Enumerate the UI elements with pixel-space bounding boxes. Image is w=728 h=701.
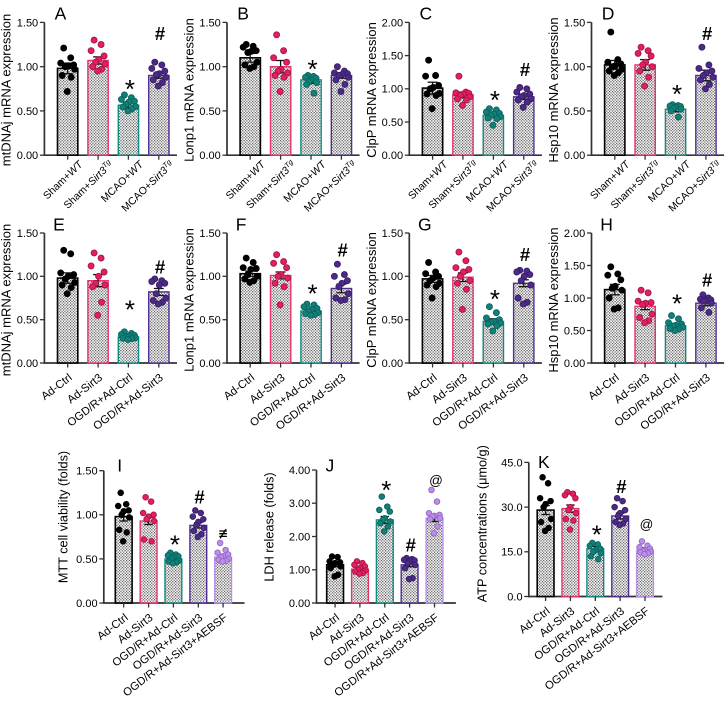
svg-text:mtDNAj mRNA expression: mtDNAj mRNA expression (0, 224, 13, 376)
svg-text:0.50: 0.50 (199, 106, 220, 118)
svg-text:*: * (490, 85, 500, 115)
svg-text:Hsp10 mRNA expression: Hsp10 mRNA expression (546, 17, 561, 162)
svg-text:*: * (592, 519, 602, 549)
svg-text:1.00: 1.00 (17, 271, 38, 283)
svg-text:#: # (194, 487, 204, 508)
svg-text:#: # (702, 270, 712, 291)
svg-text:1.00: 1.00 (564, 62, 585, 74)
svg-text:0.00: 0.00 (76, 598, 97, 610)
svg-text:G: G (418, 214, 432, 234)
svg-text:C: C (420, 4, 433, 24)
svg-text:*: * (381, 475, 391, 505)
svg-text:#: # (520, 244, 530, 265)
svg-text:0.00: 0.00 (564, 358, 585, 370)
svg-text:3.00: 3.00 (289, 498, 310, 510)
svg-text:1.00: 1.00 (382, 84, 403, 96)
svg-text:0.00: 0.00 (17, 150, 38, 162)
svg-text:0.00: 0.00 (382, 358, 403, 370)
svg-text:ATP concentrations (μmo/g): ATP concentrations (μmo/g) (475, 445, 489, 602)
svg-text:@: @ (429, 473, 443, 488)
svg-text:1.50: 1.50 (76, 466, 97, 478)
svg-text:1.50: 1.50 (382, 51, 403, 63)
svg-text:*: * (307, 279, 317, 309)
svg-text:1.50: 1.50 (17, 228, 38, 240)
svg-text:2.00: 2.00 (382, 17, 403, 29)
svg-text:1.00: 1.00 (289, 565, 310, 577)
svg-text:0.50: 0.50 (382, 315, 403, 327)
svg-text:0.50: 0.50 (199, 315, 220, 327)
svg-text:1.50: 1.50 (564, 260, 585, 272)
svg-text:1.50: 1.50 (564, 17, 585, 29)
svg-text:0.50: 0.50 (564, 325, 585, 337)
svg-text:I: I (117, 456, 122, 476)
svg-text:1.50: 1.50 (17, 17, 38, 29)
svg-text:MTT cell viability (folds): MTT cell viability (folds) (57, 451, 71, 583)
svg-text:*: * (672, 79, 682, 109)
svg-text:1.50: 1.50 (199, 228, 220, 240)
svg-text:2.00: 2.00 (564, 228, 585, 240)
svg-text:1.00: 1.00 (199, 62, 220, 74)
svg-text:#: # (702, 23, 712, 44)
svg-text:0.50: 0.50 (17, 106, 38, 118)
svg-text:F: F (236, 214, 247, 234)
svg-text:*: * (170, 529, 180, 559)
svg-text:1.00: 1.00 (199, 271, 220, 283)
svg-text:0.00: 0.00 (199, 358, 220, 370)
svg-text:1.00: 1.00 (76, 510, 97, 522)
svg-text:0.00: 0.00 (17, 358, 38, 370)
svg-text:30.0: 30.0 (501, 502, 522, 514)
svg-text:4.00: 4.00 (289, 465, 310, 477)
svg-text:1.50: 1.50 (199, 17, 220, 29)
svg-text:mtDNAj mRNA expression: mtDNAj mRNA expression (0, 14, 13, 166)
svg-text:@: @ (640, 517, 654, 532)
svg-text:1.00: 1.00 (382, 271, 403, 283)
svg-text:B: B (237, 4, 249, 24)
svg-text:0.50: 0.50 (382, 117, 403, 129)
svg-text:2.00: 2.00 (289, 531, 310, 543)
svg-text:#: # (155, 257, 165, 278)
svg-text:Lonp1 mRNA expression: Lonp1 mRNA expression (182, 18, 197, 162)
svg-text:K: K (538, 452, 550, 472)
svg-text:*: * (672, 289, 682, 319)
svg-text:0.00: 0.00 (199, 150, 220, 162)
svg-text:*: * (125, 74, 135, 104)
svg-text:*: * (307, 54, 317, 84)
svg-text:LDH release (folds): LDH release (folds) (263, 472, 277, 581)
svg-text:1.50: 1.50 (382, 228, 403, 240)
svg-text:*: * (125, 295, 135, 325)
svg-text:0.50: 0.50 (564, 106, 585, 118)
svg-text:H: H (600, 214, 613, 234)
svg-text:0.00: 0.00 (564, 150, 585, 162)
svg-text:0.00: 0.00 (382, 150, 403, 162)
svg-text:ClpP mRNA expression: ClpP mRNA expression (364, 232, 379, 368)
svg-text:15.0: 15.0 (501, 547, 522, 559)
svg-text:0.00: 0.00 (289, 598, 310, 610)
svg-text:45.0: 45.0 (501, 457, 522, 469)
svg-text:Hsp10 mRNA expression: Hsp10 mRNA expression (546, 227, 561, 372)
svg-text:J: J (326, 456, 335, 476)
svg-text:0.50: 0.50 (76, 554, 97, 566)
svg-text:#: # (337, 240, 347, 261)
svg-text:0.50: 0.50 (17, 315, 38, 327)
svg-text:Lonp1 mRNA expression: Lonp1 mRNA expression (182, 228, 197, 372)
svg-text:1.00: 1.00 (17, 62, 38, 74)
svg-text:0.0: 0.0 (507, 591, 522, 603)
svg-text:ClpP mRNA expression: ClpP mRNA expression (364, 22, 379, 158)
svg-text:#: # (155, 23, 165, 44)
svg-text:#: # (406, 535, 416, 556)
svg-text:A: A (55, 4, 67, 24)
svg-text:E: E (53, 214, 65, 234)
svg-text:*: * (490, 284, 500, 314)
svg-text:1.00: 1.00 (564, 293, 585, 305)
svg-text:#: # (616, 476, 626, 497)
svg-text:D: D (602, 4, 615, 24)
svg-text:#: # (520, 59, 530, 80)
